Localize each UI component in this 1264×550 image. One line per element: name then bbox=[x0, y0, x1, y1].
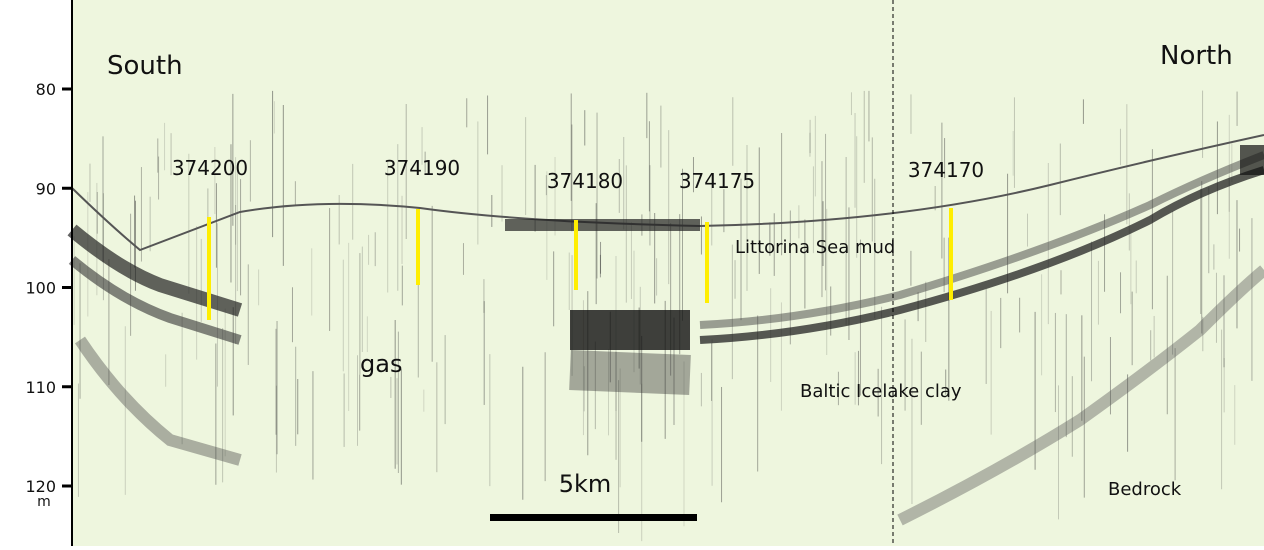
layer-label: Bedrock bbox=[1108, 479, 1182, 500]
station-label: 374175 bbox=[679, 169, 755, 193]
station-label: 374190 bbox=[384, 156, 460, 180]
profile-background bbox=[72, 0, 1264, 546]
tick-label: 100 bbox=[25, 279, 56, 298]
layer-label: gas bbox=[360, 350, 402, 378]
seismic-profile: South North 374200 374190 374180 374175 … bbox=[0, 0, 1264, 546]
tick-label: 80 bbox=[36, 80, 56, 99]
station-label: 374180 bbox=[547, 169, 623, 193]
tick-label: 90 bbox=[36, 179, 56, 198]
north-label: North bbox=[1160, 41, 1233, 71]
layer-label: Baltic Icelake clay bbox=[800, 381, 962, 402]
station-label: 374170 bbox=[908, 158, 984, 182]
scale-bar-label: 5km bbox=[559, 470, 612, 498]
station-label: 374200 bbox=[172, 156, 248, 180]
tick-label: 110 bbox=[25, 378, 56, 397]
axis-unit: m bbox=[37, 494, 51, 510]
scale-bar bbox=[490, 514, 697, 521]
south-label: South bbox=[107, 51, 183, 81]
layer-label: Littorina Sea mud bbox=[735, 237, 895, 258]
